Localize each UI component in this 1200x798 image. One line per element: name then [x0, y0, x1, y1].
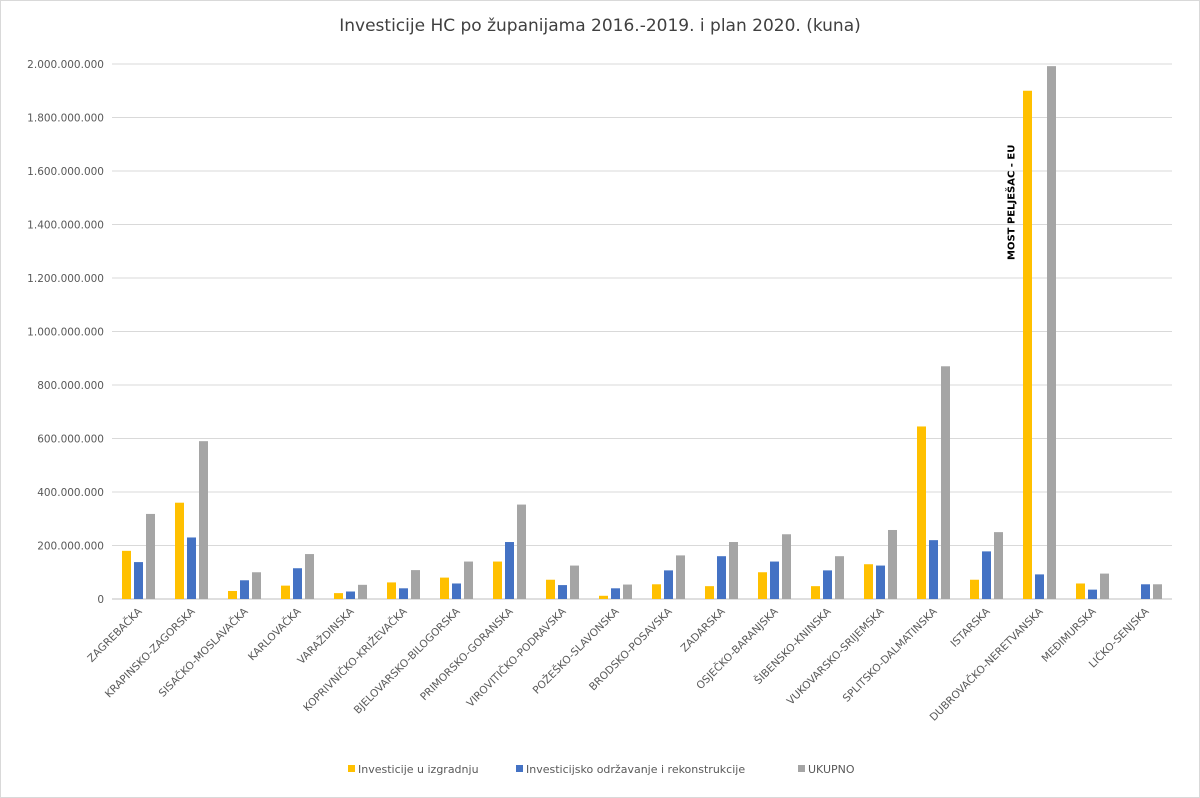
legend-swatch: [348, 765, 355, 772]
bar: [440, 577, 449, 599]
y-tick-label: 1.400.000.000: [27, 220, 104, 232]
bar: [134, 562, 143, 599]
y-tick-label: 200.000.000: [37, 541, 104, 553]
y-tick-label: 800.000.000: [37, 380, 104, 392]
annotation-label: MOST PELJEŠAC - EU: [1005, 145, 1018, 260]
x-category-label: VIROVITIČKO-PODRAVSKA: [464, 604, 569, 709]
bar: [1088, 589, 1097, 599]
y-tick-label: 600.000.000: [37, 434, 104, 446]
bar: [387, 582, 396, 599]
x-category-label: KRAPINSKO-ZAGORSKA: [103, 605, 198, 700]
bar: [252, 572, 261, 599]
bar: [876, 565, 885, 599]
bar: [1023, 90, 1032, 599]
x-category-label: SISAČKO-MOSLAVAČKA: [156, 604, 251, 699]
bar: [346, 591, 355, 599]
bar: [676, 555, 685, 599]
x-category-label: PRIMORSKO-GORANSKA: [418, 605, 516, 703]
chart-title: Investicije HC po županijama 2016.-2019.…: [339, 16, 861, 36]
x-category-label: SPLITSKO-DALMATINSKA: [841, 605, 941, 705]
x-category-label: POŽEŠKO-SLAVONSKA: [530, 604, 622, 696]
bar: [717, 556, 726, 599]
bar: [240, 580, 249, 599]
bar: [770, 561, 779, 599]
bar: [1100, 573, 1109, 599]
bar: [293, 568, 302, 599]
bar: [175, 502, 184, 599]
bar: [705, 586, 714, 599]
bar: [652, 584, 661, 599]
bar: [281, 585, 290, 599]
bar: [970, 579, 979, 599]
bar: [1076, 583, 1085, 599]
bar: [505, 542, 514, 599]
bar: [982, 551, 991, 599]
bar: [334, 593, 343, 599]
legend-label: UKUPNO: [808, 763, 855, 776]
y-tick-label: 400.000.000: [37, 487, 104, 499]
y-tick-label: 2.000.000.000: [27, 59, 104, 71]
bar: [187, 537, 196, 599]
x-category-label: KOPRIVNIČKO-KRIŽEVAČKA: [301, 604, 411, 714]
bar: [146, 513, 155, 599]
bar: [611, 588, 620, 599]
bar: [823, 570, 832, 599]
bar: [1153, 584, 1162, 599]
y-tick-label: 1.000.000.000: [27, 327, 104, 339]
bar: [623, 584, 632, 599]
x-category-label: BJELOVARSKO-BILOGORSKA: [352, 605, 463, 716]
bar: [664, 570, 673, 599]
x-category-label: DUBROVAČKO-NERETVANSKA: [927, 604, 1046, 723]
bar: [729, 542, 738, 599]
x-category-label: MEĐIMURSKA: [1040, 605, 1100, 665]
bar: [782, 534, 791, 599]
legend-label: Investicijsko održavanje i rekonstrukcij…: [526, 763, 745, 776]
bar: [811, 586, 820, 599]
bar: [929, 540, 938, 599]
x-category-label: ISTARSKA: [949, 605, 994, 650]
bar: [358, 584, 367, 599]
y-tick-label: 1.200.000.000: [27, 273, 104, 285]
legend-label: Investicije u izgradnju: [358, 763, 479, 776]
bar: [399, 588, 408, 599]
bar: [835, 556, 844, 599]
bar: [517, 504, 526, 599]
bar: [493, 561, 502, 599]
bar: [864, 564, 873, 599]
x-category-label: ZAGREBAČKA: [85, 604, 145, 664]
bar: [570, 565, 579, 599]
bar: [917, 426, 926, 599]
bar: [305, 554, 314, 599]
bar: [1035, 574, 1044, 599]
bar: [888, 529, 897, 599]
bar: [941, 366, 950, 599]
bar: [464, 561, 473, 599]
x-category-label: VARAŽDINSKA: [295, 604, 357, 666]
bar: [1141, 584, 1150, 599]
bar: [546, 579, 555, 599]
bar: [758, 572, 767, 599]
bar: [228, 590, 237, 599]
bar: [199, 441, 208, 599]
y-tick-label: 1.600.000.000: [27, 166, 104, 178]
y-tick-label: 0: [97, 594, 104, 606]
bar: [411, 570, 420, 599]
bar: [452, 583, 461, 599]
x-category-label: KARLOVAČKA: [245, 604, 304, 663]
bar: [558, 585, 567, 599]
bar: [994, 532, 1003, 599]
y-tick-label: 1.800.000.000: [27, 113, 104, 125]
bar: [1047, 66, 1056, 599]
bar: [599, 595, 608, 599]
x-category-label: VUKOVARSKO-SRIJEMSKA: [785, 605, 887, 707]
legend-swatch: [516, 765, 523, 772]
x-category-label: ZADARSKA: [679, 605, 729, 655]
bar: [122, 550, 131, 599]
legend-swatch: [798, 765, 805, 772]
